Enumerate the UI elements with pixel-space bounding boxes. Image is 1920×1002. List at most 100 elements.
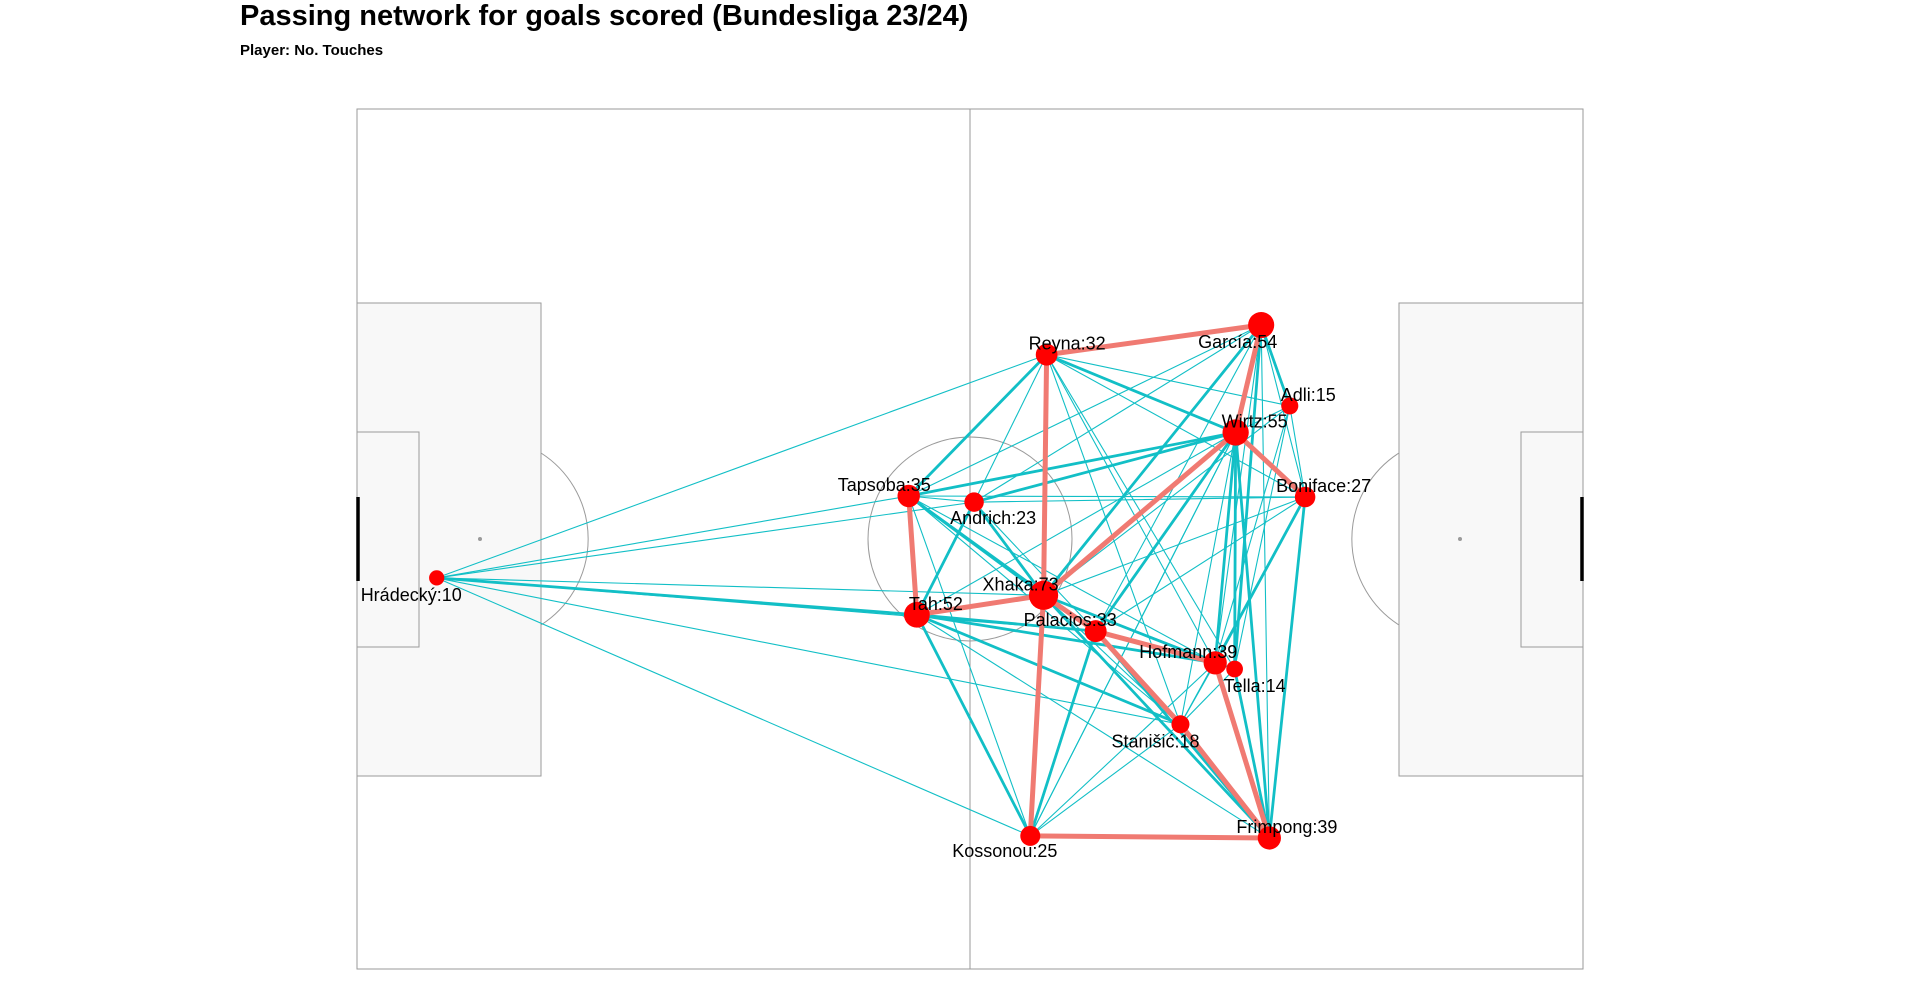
pass-edge-garcia-hofmann <box>1214 324 1262 664</box>
pass-edge-hofmann-frimpong <box>1212 660 1272 841</box>
pass-edge-kossonou-tapsoba <box>908 495 1031 837</box>
player-node-boniface <box>1294 486 1316 508</box>
pass-edge-boniface-frimpong <box>1267 495 1307 840</box>
player-labels: Hrádecký:10 Tah:52 Tapsoba:35 Andrich:23 Rey… <box>361 332 1371 861</box>
pass-edge-stanisic-tella <box>1179 668 1236 725</box>
pass-edge-reyna-tapsoba <box>907 353 1049 498</box>
weak-edges <box>436 324 1306 839</box>
chart-title: Passing network for goals scored (Bundes… <box>240 0 969 32</box>
pass-edge-reyna-stanisic <box>1046 354 1182 725</box>
pass-edge-wirtz-tapsoba <box>907 431 1238 498</box>
pass-edge-tah-hofmann <box>915 613 1217 665</box>
pass-edge-tah-palacios <box>915 613 1098 633</box>
pass-edge-reyna-andrich <box>973 354 1048 503</box>
player-nodes <box>429 311 1316 850</box>
pass-edge-wirtz-boniface <box>1233 430 1308 500</box>
pass-edge-hofmann-stanisic <box>1179 662 1216 725</box>
pass-edge-palacios-hofmann <box>1093 628 1218 666</box>
pass-edge-wirtz-tah <box>916 431 1237 616</box>
pass-edge-kossonou-stanisic <box>1029 723 1182 837</box>
pass-edge-wirtz-hofmann <box>1213 431 1238 665</box>
pass-edge-tapsoba-tah <box>906 493 920 618</box>
pass-edge-adli-tella <box>1234 405 1291 670</box>
pass-edge-wirtz-stanisic <box>1179 431 1237 725</box>
pass-edge-hradecky-reyna <box>436 354 1048 579</box>
pass-edge-hradecky-tapsoba <box>436 495 910 579</box>
pass-edge-adli-hofmann <box>1214 405 1291 664</box>
pass-edge-stanisic-frimpong <box>1177 721 1272 841</box>
player-node-hofmann <box>1203 651 1227 675</box>
player-label-wirtz: Wirtz:55 <box>1222 412 1288 432</box>
pass-edge-garcia-adli <box>1259 323 1292 408</box>
pass-edge-kossonou-hofmann <box>1029 662 1216 837</box>
player-label-boniface: Boniface:27 <box>1276 476 1371 496</box>
pass-edge-wirtz-xhaka <box>1041 430 1239 598</box>
pass-edge-boniface-palacios <box>1095 496 1306 632</box>
pass-edge-andrich-tah <box>915 500 976 617</box>
pass-edge-garcia-frimpong <box>1260 324 1270 839</box>
pass-edge-xhaka-hofmann <box>1042 593 1217 665</box>
pass-edge-wirtz-tella <box>1233 431 1238 671</box>
pass-edge-tah-xhaka <box>914 592 1047 618</box>
pass-edge-reyna-adli <box>1046 354 1291 407</box>
pass-edge-palacios-wirtz <box>1094 431 1238 633</box>
player-node-xhaka <box>1028 580 1059 610</box>
pass-edge-andrich-palacios <box>973 501 1097 632</box>
pass-edge-tah-frimpong <box>916 614 1270 839</box>
pass-edge-hradecky-andrich <box>436 501 975 579</box>
pass-edge-wirtz-andrich <box>972 431 1238 504</box>
pass-edge-hradecky-stanisic <box>436 577 1182 725</box>
pass-edge-boniface-hofmann <box>1213 495 1307 665</box>
pass-edge-garcia-xhaka <box>1042 323 1263 597</box>
player-label-tapsoba: Tapsoba:35 <box>838 475 931 495</box>
left-goal-area <box>356 431 420 648</box>
pass-edge-tah-kossonou <box>915 613 1032 838</box>
medium-edges <box>435 323 1307 840</box>
player-label-frimpong: Frimpong:39 <box>1236 817 1337 837</box>
pass-edge-garcia-tella <box>1233 323 1263 671</box>
strong-edges <box>906 322 1308 841</box>
player-node-kossonou <box>1020 825 1041 846</box>
pass-edge-andrich-boniface <box>973 496 1306 503</box>
player-node-palacios <box>1084 620 1107 643</box>
right-goal-area <box>1520 431 1584 648</box>
pass-edge-reyna-xhaka <box>1041 352 1050 598</box>
pass-edge-garcia-wirtz <box>1233 322 1264 436</box>
player-node-tapsoba <box>897 484 920 508</box>
pass-edge-boniface-xhaka <box>1043 496 1306 596</box>
player-label-stanisic: Stanišić:18 <box>1111 731 1199 751</box>
pass-edge-tella-frimpong <box>1233 667 1271 840</box>
pass-edge-hradecky-kossonou <box>436 577 1031 837</box>
pass-edge-andrich-xhaka <box>972 500 1045 597</box>
player-label-tah: Tah:52 <box>909 594 963 614</box>
player-node-hradecky <box>429 570 445 586</box>
player-node-garcia <box>1248 311 1275 339</box>
pass-edge-garcia-tapsoba <box>908 324 1262 497</box>
player-node-andrich <box>964 492 984 512</box>
player-node-reyna <box>1035 343 1058 366</box>
player-node-tah <box>903 601 930 628</box>
pass-edge-reyna-wirtz <box>1045 353 1238 434</box>
left-penalty-arc <box>540 452 589 626</box>
pass-edge-xhaka-kossonou <box>1027 592 1047 839</box>
player-label-palacios: Palacios:33 <box>1024 610 1117 630</box>
player-node-wirtz <box>1222 419 1249 446</box>
pass-edge-kossonou-wirtz <box>1029 431 1237 837</box>
player-label-tella: Tella:14 <box>1224 676 1286 696</box>
right-penalty-arc <box>1351 452 1400 626</box>
player-label-garcia: García:54 <box>1198 332 1277 352</box>
player-node-frimpong <box>1257 826 1281 850</box>
pass-edge-hradecky-tah <box>435 576 919 617</box>
pass-edge-adli-boniface <box>1289 405 1306 498</box>
player-node-adli <box>1281 397 1299 415</box>
player-label-kossonou: Kossonou:25 <box>952 841 1057 861</box>
pass-edge-wirtz-frimpong <box>1234 431 1271 840</box>
pass-edge-kossonou-frimpong <box>1027 833 1272 841</box>
chart-subtitle: Player: No. Touches <box>240 42 384 59</box>
player-label-andrich: Andrich:23 <box>950 508 1036 528</box>
pass-edge-reyna-boniface <box>1046 354 1306 498</box>
player-label-adli: Adli:15 <box>1281 385 1336 405</box>
pass-edge-hradecky-xhaka <box>436 577 1045 596</box>
pass-edge-reyna-garcia <box>1044 322 1264 358</box>
